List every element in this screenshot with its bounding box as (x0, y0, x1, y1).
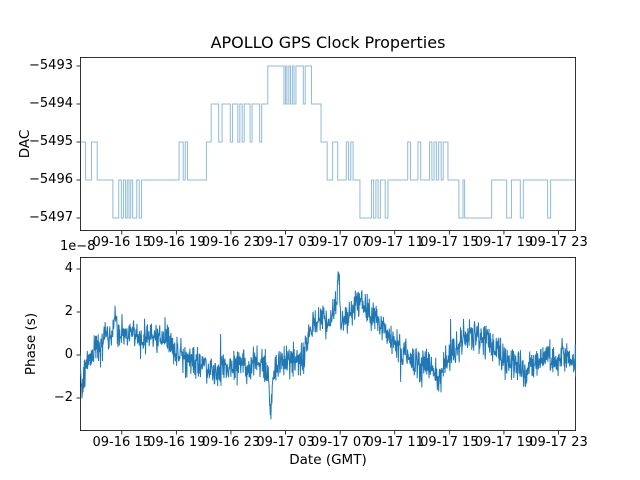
y-tick-label: 0 (64, 347, 73, 362)
x-tick-label: 09-17 11 (365, 435, 424, 450)
dac-subplot (76, 57, 577, 235)
x-tick-label: 09-16 19 (147, 235, 206, 250)
y-tick-label: −5494 (29, 96, 73, 111)
y-tick-label: −5495 (29, 134, 73, 149)
x-tick-label: 09-17 03 (256, 235, 315, 250)
x-tick-label: 09-17 03 (256, 435, 315, 450)
x-tick-label: 09-16 19 (147, 435, 206, 450)
x-tick-label: 09-17 11 (365, 235, 424, 250)
x-tick-label: 09-17 23 (529, 435, 588, 450)
x-tick-label: 09-17 15 (420, 435, 479, 450)
x-tick-label: 09-17 07 (310, 235, 370, 250)
x-axis-label: Date (GMT) (289, 452, 367, 468)
axes-spines (80, 57, 577, 231)
y-tick-label: −5493 (29, 58, 73, 73)
phase-axis-label: Phase (s) (23, 312, 39, 376)
x-tick-label: 09-17 23 (529, 235, 588, 250)
y-tick-label: −2 (53, 390, 73, 405)
x-tick-label: 09-16 23 (201, 235, 261, 250)
x-tick-label: 09-16 15 (92, 435, 151, 450)
x-tick-label: 09-17 07 (310, 435, 370, 450)
x-tick-label: 09-16 15 (92, 235, 151, 250)
y-tick-label: 2 (64, 304, 73, 319)
x-tick-label: 09-17 19 (474, 435, 534, 450)
phase-line (80, 271, 576, 420)
x-tick-label: 09-17 15 (420, 235, 479, 250)
y-tick-label: −5496 (29, 172, 73, 187)
dac-step-line (80, 65, 576, 219)
phase-subplot (76, 257, 577, 435)
axes-spines (80, 257, 577, 431)
chart-title: APOLLO GPS Clock Properties (210, 33, 446, 52)
y-offset-label: 1e−8 (60, 239, 96, 254)
y-tick-label: −5497 (29, 210, 73, 225)
x-tick-label: 09-16 23 (201, 435, 261, 450)
x-tick-label: 09-17 19 (474, 235, 534, 250)
y-tick-label: 4 (64, 261, 73, 276)
